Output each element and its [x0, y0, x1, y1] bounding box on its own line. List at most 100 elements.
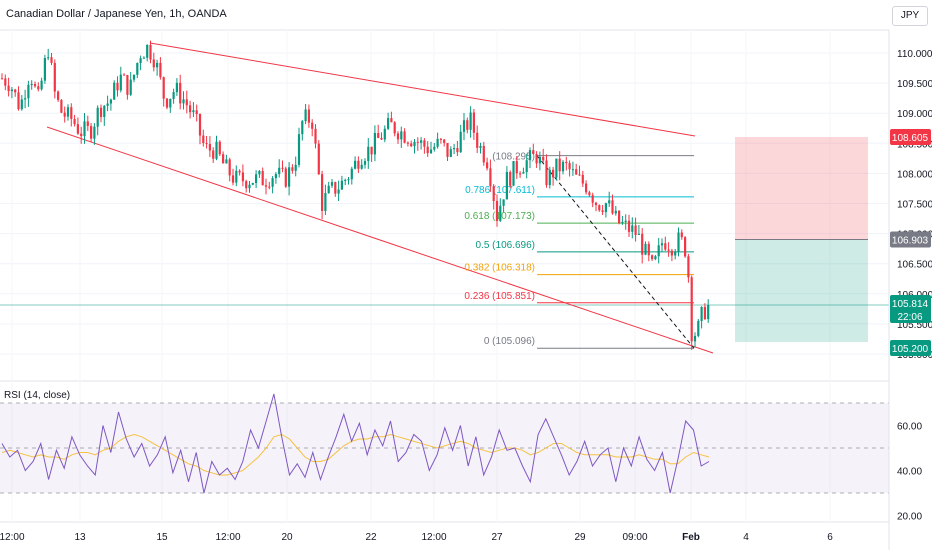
candle-body [129, 79, 132, 95]
candle-body [370, 146, 373, 155]
candle-body [136, 62, 139, 75]
candle-body [43, 58, 46, 81]
candle-body [76, 124, 79, 134]
candle-body [429, 149, 433, 154]
candle-body [707, 304, 710, 320]
candle-body [159, 62, 162, 78]
candle-body [321, 174, 324, 211]
candle-body [354, 160, 357, 169]
candle-body [261, 170, 264, 186]
time-tick-label: Feb [682, 532, 700, 543]
candle-body [33, 84, 37, 87]
candle-body [24, 98, 27, 100]
candle-body [248, 184, 251, 189]
candle-body [4, 78, 7, 86]
candle-body [367, 146, 370, 162]
candle-body [86, 121, 89, 127]
candle-body [608, 200, 611, 204]
candle-body [555, 158, 558, 178]
candle-body [390, 118, 393, 123]
candle-body [70, 107, 73, 119]
candle-body [545, 160, 548, 186]
candle-body [126, 75, 129, 95]
time-tick-label: 6 [827, 532, 833, 543]
candle-body [297, 134, 301, 165]
candle-body [697, 320, 700, 336]
grid-lines [0, 29, 932, 523]
candle-body [591, 195, 594, 203]
candle-body [268, 186, 271, 188]
price-tick-label: 108.000 [897, 169, 932, 180]
channel-upper-line [149, 42, 696, 137]
candle-body [284, 168, 287, 187]
candle-body [93, 126, 96, 139]
candle-body [357, 160, 360, 169]
candle-body [396, 133, 400, 140]
candle-body [700, 306, 703, 321]
currency-button[interactable]: JPY [892, 6, 928, 26]
candle-body [317, 143, 320, 175]
candle-body [90, 126, 93, 139]
candle-body [462, 120, 466, 132]
candle-body [192, 110, 195, 113]
candle-body [17, 92, 20, 110]
candle-body [288, 167, 291, 187]
rsi-band-fill [0, 403, 889, 493]
candle-body [377, 132, 380, 138]
candle-body [505, 172, 508, 200]
candle-body [561, 161, 565, 172]
time-tick-label: 22 [365, 532, 377, 543]
candle-body [548, 169, 551, 186]
candle-body [189, 105, 192, 113]
current-price-badge-countdown: 22:06 [897, 312, 922, 323]
candle-body [195, 110, 198, 115]
candle-body [162, 77, 165, 99]
candle-body [690, 277, 693, 342]
candle-body [647, 243, 650, 256]
candle-body [179, 82, 182, 104]
candle-body [423, 140, 426, 147]
candle-body [406, 142, 409, 144]
candle-body [113, 82, 116, 100]
time-tick-label: 12:00 [0, 532, 25, 543]
fib-level-label: 0.236 (105.851) [464, 291, 535, 302]
candle-body [251, 182, 254, 185]
price-tick-label: 105.500 [897, 320, 932, 331]
candle-body [37, 86, 40, 90]
candle-body [614, 210, 617, 214]
price-tick-label: 107.500 [897, 200, 932, 211]
target-zone [735, 136, 868, 240]
candle-body [387, 118, 390, 129]
candle-body [80, 133, 83, 137]
candle-body [515, 161, 518, 174]
candle-body [63, 112, 66, 117]
rsi-tick-label: 60.00 [897, 422, 922, 433]
candle-body [314, 128, 317, 144]
entry-price-badge-bg [890, 231, 931, 248]
candle-body [373, 132, 376, 155]
time-tick-label: 12:00 [421, 532, 446, 543]
candle-body [657, 245, 660, 257]
long-position-tool[interactable] [735, 136, 868, 342]
time-tick-label: 27 [491, 532, 503, 543]
candle-body [291, 167, 294, 171]
rsi-tick-label: 40.00 [897, 467, 922, 478]
candle-body [347, 179, 350, 181]
candle-body [7, 85, 10, 92]
time-tick-label: 20 [281, 532, 293, 543]
candle-body [294, 164, 297, 171]
candle-body [10, 89, 13, 92]
candle-body [581, 174, 584, 184]
candle-body [519, 173, 522, 175]
candle-body [568, 163, 571, 170]
candle-body [27, 84, 30, 99]
candle-body [677, 232, 680, 252]
descending-channel[interactable] [46, 42, 714, 354]
candle-body [426, 146, 429, 154]
fib-level-label: 0.382 (106.318) [464, 263, 535, 274]
candle-body [20, 99, 23, 110]
candle-body [509, 172, 512, 186]
axis-background [889, 0, 932, 550]
